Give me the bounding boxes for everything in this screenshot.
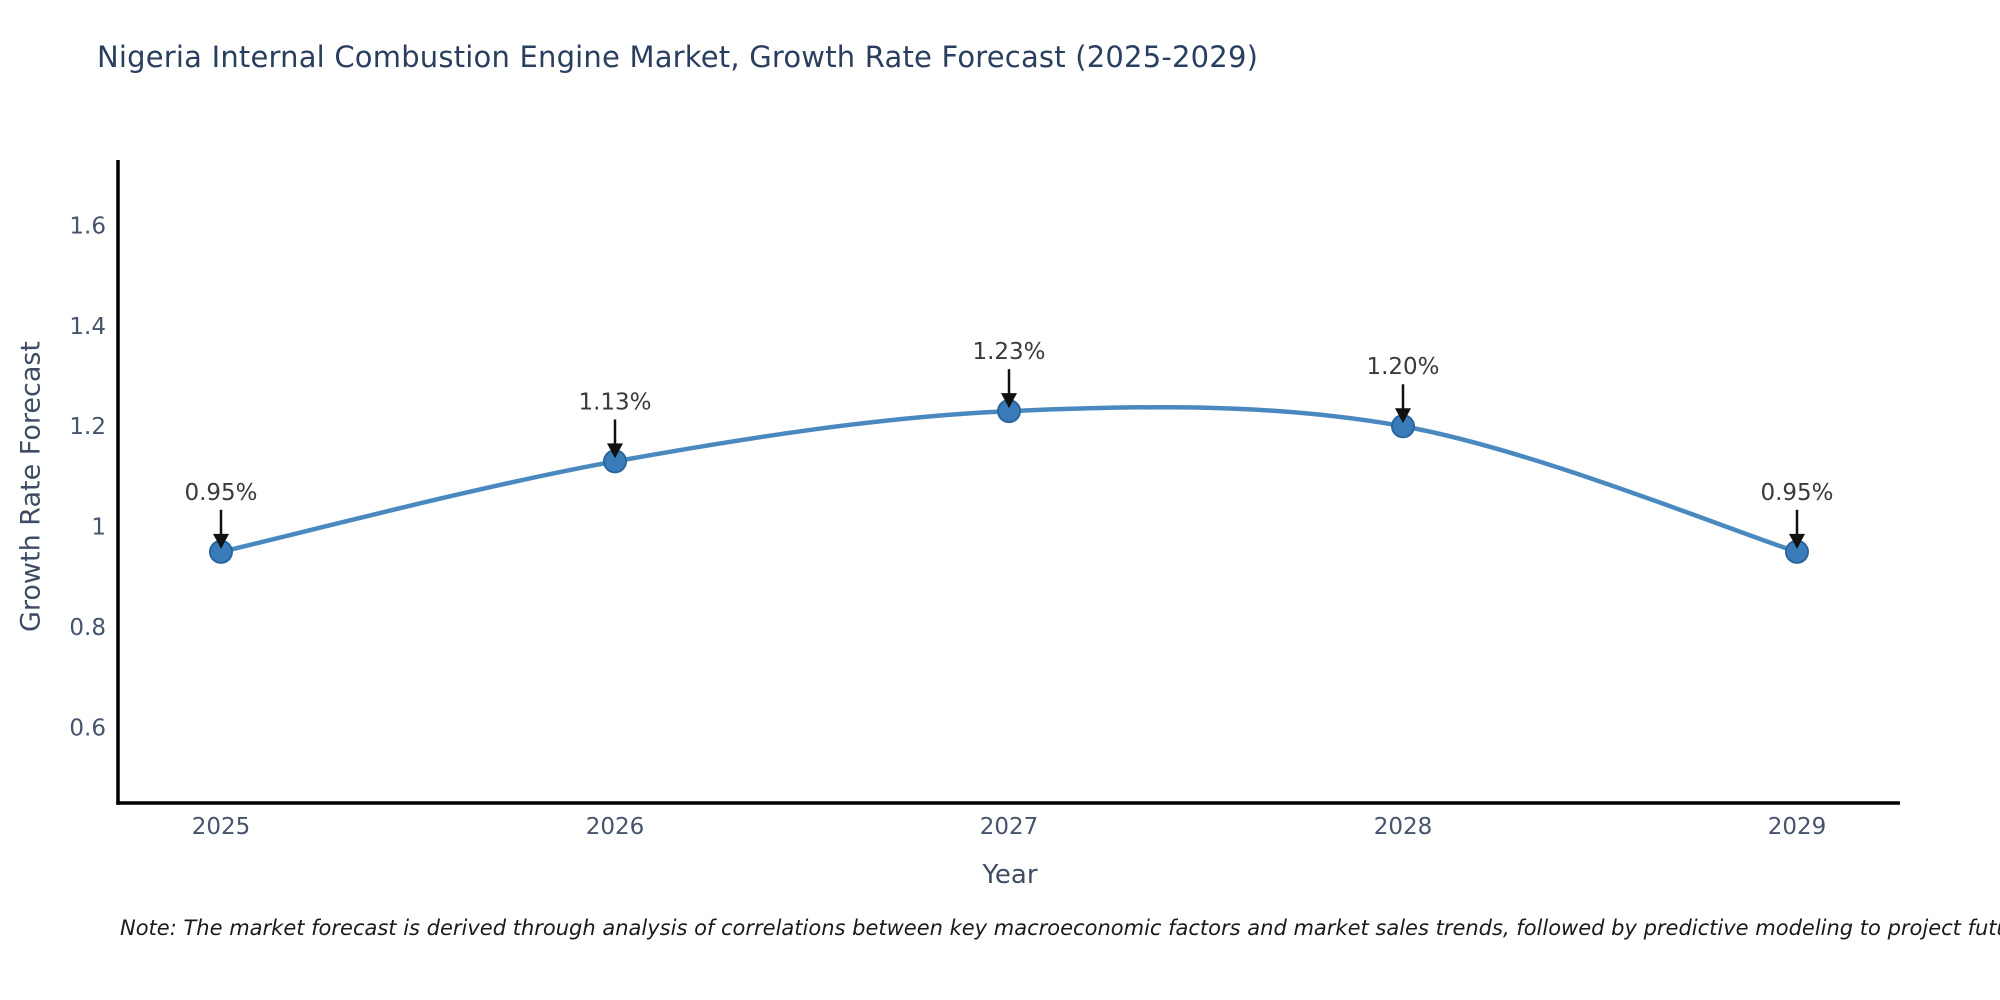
- y-tick-label: 1.2: [69, 414, 106, 440]
- annotation-arrow-head-icon: [1789, 533, 1805, 549]
- data-point-label: 0.95%: [184, 480, 257, 506]
- x-tick-label: 2025: [192, 814, 251, 840]
- data-point-label: 1.20%: [1366, 354, 1439, 380]
- annotation-arrow-head-icon: [1001, 393, 1017, 409]
- data-point-label: 1.13%: [578, 389, 651, 415]
- x-tick-label: 2029: [1768, 814, 1827, 840]
- annotation-arrow-head-icon: [607, 443, 623, 459]
- y-tick-label: 1: [91, 515, 106, 541]
- y-tick-label: 0.8: [69, 615, 106, 641]
- chart-title: Nigeria Internal Combustion Engine Marke…: [97, 40, 1259, 74]
- x-tick-label: 2028: [1374, 814, 1433, 840]
- forecast-line: [218, 404, 1800, 555]
- data-point-label: 0.95%: [1760, 480, 1833, 506]
- annotation-arrow-head-icon: [213, 533, 229, 549]
- x-tick-label: 2027: [980, 814, 1039, 840]
- footnote: Note: The market forecast is derived thr…: [120, 916, 2000, 940]
- y-tick-label: 1.6: [69, 213, 106, 239]
- annotation-arrow-head-icon: [1395, 408, 1411, 424]
- data-point-label: 1.23%: [972, 339, 1045, 365]
- x-tick-label: 2026: [586, 814, 645, 840]
- y-tick-label: 0.6: [69, 716, 106, 742]
- y-tick-label: 1.4: [69, 314, 106, 340]
- x-axis-title: Year: [982, 860, 1038, 890]
